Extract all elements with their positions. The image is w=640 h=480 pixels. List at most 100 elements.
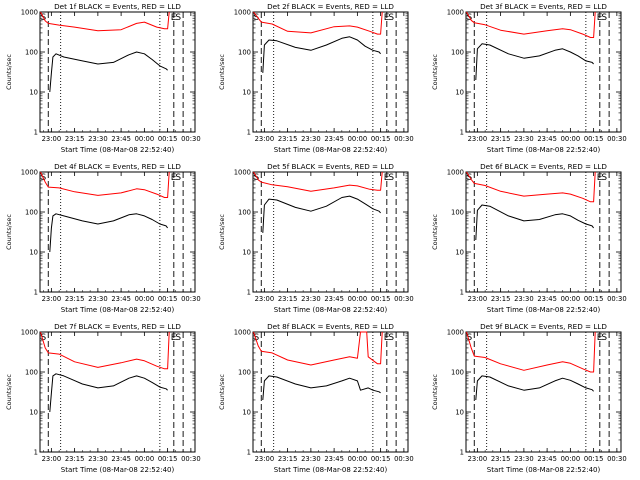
x-tick-label: 23:30 <box>514 295 534 303</box>
x-axis-label: Start Time (08-Mar-08 22:52:40) <box>274 466 388 474</box>
chart-svg: Det 3f BLACK = Events, RED = LLD Counts/s… <box>431 2 627 154</box>
x-tick-label: 23:45 <box>111 135 131 143</box>
x-tick-label: 23:30 <box>514 135 534 143</box>
detector-panel-3: Det 3f BLACK = Events, RED = LLD Counts/s… <box>426 0 639 160</box>
x-tick-label: 23:30 <box>514 455 534 463</box>
y-axis-label: Counts/sec <box>218 374 226 410</box>
x-tick-label: 23:00 <box>468 295 488 303</box>
x-tick-label: 23:00 <box>468 135 488 143</box>
x-tick-label: 00:30 <box>394 295 414 303</box>
x-tick-label: 23:00 <box>255 135 275 143</box>
x-tick-label: 00:00 <box>135 455 155 463</box>
x-tick-label: 23:00 <box>42 295 62 303</box>
y-axis-label: Counts/sec <box>218 214 226 250</box>
y-tick-label: 1000 <box>21 9 38 17</box>
x-tick-label: 00:00 <box>561 295 581 303</box>
time-marker-label: S <box>388 13 394 23</box>
y-tick-label: 10 <box>242 249 251 257</box>
y-tick-label: 100 <box>25 49 38 57</box>
y-tick-label: 1000 <box>21 329 38 337</box>
x-tick-label: 00:00 <box>348 295 368 303</box>
y-axis-label: Counts/sec <box>431 374 439 410</box>
detector-panel-7: Det 7f BLACK = Events, RED = LLD Counts/s… <box>0 320 213 480</box>
time-marker-label: S <box>254 13 260 23</box>
y-axis-label: Counts/sec <box>5 214 13 250</box>
x-tick-label: 23:30 <box>88 135 108 143</box>
time-marker-label: E <box>597 333 603 343</box>
series-line-black <box>475 43 594 81</box>
x-axis-label: Start Time (08-Mar-08 22:52:40) <box>61 146 175 154</box>
detector-panel-4: Det 4f BLACK = Events, RED = LLD Counts/s… <box>0 160 213 320</box>
series-line-black <box>49 51 168 93</box>
series-line-black <box>262 195 381 233</box>
x-tick-label: 23:45 <box>324 295 344 303</box>
chart-title: Det 9f BLACK = Events, RED = LLD <box>480 322 607 331</box>
chart-svg: Det 8f BLACK = Events, RED = LLD Counts/s… <box>218 322 414 474</box>
chart-svg: Det 2f BLACK = Events, RED = LLD Counts/s… <box>218 2 414 154</box>
y-tick-label: 100 <box>451 369 464 377</box>
y-tick-label: 100 <box>238 369 251 377</box>
x-tick-label: 00:00 <box>348 135 368 143</box>
x-tick-label: 00:30 <box>607 135 627 143</box>
x-tick-label: 23:15 <box>278 295 298 303</box>
time-marker-label: S <box>175 173 181 183</box>
time-marker-label: S <box>254 173 260 183</box>
y-tick-label: 1 <box>460 129 464 137</box>
chart-title: Det 8f BLACK = Events, RED = LLD <box>267 322 394 331</box>
time-marker-label: S <box>467 173 473 183</box>
x-tick-label: 23:30 <box>301 295 321 303</box>
x-tick-label: 00:30 <box>394 135 414 143</box>
time-marker-label: E <box>171 333 177 343</box>
time-marker-label: S <box>388 173 394 183</box>
y-tick-label: 1 <box>34 289 38 297</box>
detector-panel-5: Det 5f BLACK = Events, RED = LLD Counts/s… <box>213 160 426 320</box>
x-tick-label: 23:45 <box>111 295 131 303</box>
y-tick-label: 10 <box>29 409 38 417</box>
x-tick-label: 23:30 <box>88 455 108 463</box>
y-tick-label: 10 <box>455 249 464 257</box>
plot-frame <box>465 171 622 293</box>
time-marker-label: S <box>175 333 181 343</box>
x-tick-label: 23:00 <box>42 455 62 463</box>
series-line-red <box>253 331 383 366</box>
x-tick-label: 23:45 <box>537 455 557 463</box>
y-axis-label: Counts/sec <box>5 374 13 410</box>
plot-frame <box>252 11 409 133</box>
y-tick-label: 1 <box>247 449 251 457</box>
series-line-black <box>262 375 381 401</box>
time-marker-label: S <box>467 333 473 343</box>
chart-svg: Det 7f BLACK = Events, RED = LLD Counts/s… <box>5 322 201 474</box>
x-tick-label: 00:15 <box>371 455 391 463</box>
chart-svg: Det 6f BLACK = Events, RED = LLD Counts/s… <box>431 162 627 314</box>
time-marker-label: S <box>601 333 607 343</box>
x-tick-label: 23:30 <box>301 455 321 463</box>
x-axis-label: Start Time (08-Mar-08 22:52:40) <box>274 306 388 314</box>
detector-panel-8: Det 8f BLACK = Events, RED = LLD Counts/s… <box>213 320 426 480</box>
time-marker-label: E <box>384 333 390 343</box>
x-tick-label: 23:15 <box>278 455 298 463</box>
y-tick-label: 10 <box>242 89 251 97</box>
series-line-black <box>475 204 594 241</box>
series-line-red <box>253 171 383 192</box>
series-line-black <box>262 36 381 73</box>
y-tick-label: 1 <box>34 129 38 137</box>
x-tick-label: 23:00 <box>255 455 275 463</box>
plot-frame <box>252 331 409 453</box>
series-line-black <box>49 373 168 413</box>
x-tick-label: 23:45 <box>537 295 557 303</box>
y-tick-label: 1000 <box>447 169 464 177</box>
x-tick-label: 23:45 <box>537 135 557 143</box>
y-tick-label: 100 <box>238 49 251 57</box>
plot-frame <box>39 11 196 133</box>
chart-svg: Det 9f BLACK = Events, RED = LLD Counts/s… <box>431 322 627 474</box>
x-axis-label: Start Time (08-Mar-08 22:52:40) <box>61 306 175 314</box>
plot-frame <box>465 331 622 453</box>
x-tick-label: 23:15 <box>278 135 298 143</box>
chart-title: Det 1f BLACK = Events, RED = LLD <box>54 2 181 11</box>
x-tick-label: 00:15 <box>371 295 391 303</box>
x-tick-label: 00:00 <box>135 135 155 143</box>
time-marker-label: E <box>384 13 390 23</box>
y-tick-label: 1000 <box>447 9 464 17</box>
chart-title: Det 6f BLACK = Events, RED = LLD <box>480 162 607 171</box>
